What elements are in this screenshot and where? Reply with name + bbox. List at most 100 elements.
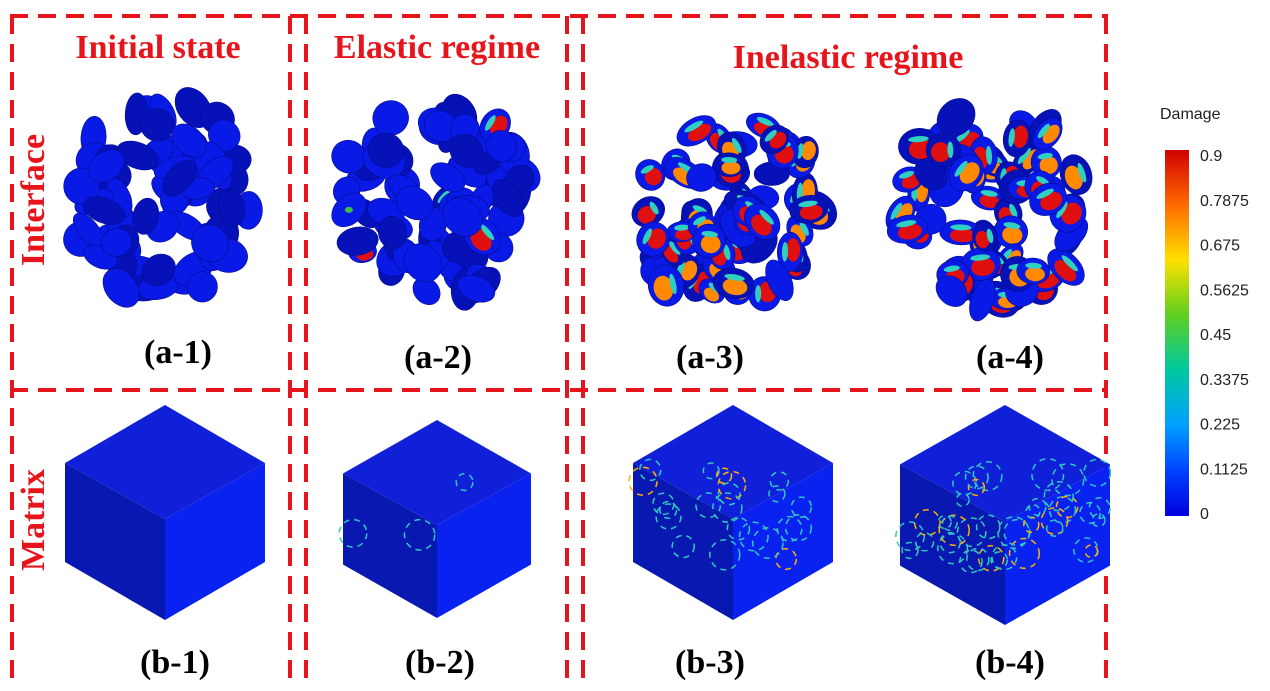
damage-edge [701, 231, 718, 238]
damage-ring [952, 470, 978, 496]
damage-spot [1012, 125, 1029, 148]
panel-label: (b-1) [140, 644, 210, 681]
row-header: Matrix [15, 469, 52, 571]
particle [686, 163, 717, 192]
damage-edge [1036, 188, 1054, 199]
particle [372, 100, 409, 136]
cube [65, 405, 265, 620]
damage-edge [755, 285, 762, 303]
particle [430, 162, 466, 193]
colorbar-tick-label: 0.3375 [1200, 372, 1249, 389]
damage-edge [950, 224, 972, 231]
damage-spot [930, 142, 951, 163]
panel-label: (a-3) [676, 339, 744, 376]
damage-spot [1025, 266, 1045, 282]
particle [186, 271, 218, 303]
damage-ring [938, 514, 970, 547]
damage-ring [895, 521, 925, 552]
damage-ring [403, 518, 436, 551]
damage-ring [914, 532, 935, 552]
damage-ring [941, 515, 958, 532]
damage-edge [986, 228, 994, 244]
particle-cluster [885, 98, 1093, 322]
damage-ring [913, 509, 941, 536]
column-header: Initial state [75, 29, 240, 66]
damage-edge [890, 202, 902, 220]
particle [162, 159, 198, 197]
damage-edge [985, 145, 993, 165]
colorbar-tick-label: 0.225 [1200, 417, 1240, 434]
renderings [63, 87, 1112, 625]
panel-label: (a-4) [976, 339, 1044, 376]
cube-left [343, 473, 437, 618]
damage-ring [956, 517, 987, 548]
damage-spot [1054, 260, 1077, 282]
particle [116, 140, 159, 171]
damage-ring [967, 478, 986, 497]
damage-edge [684, 120, 704, 133]
damage-ring [717, 470, 747, 500]
particle [191, 224, 229, 263]
damage-ring [769, 471, 790, 491]
damage-ring [1091, 513, 1106, 528]
particle-cluster [331, 93, 541, 311]
damage-spot [799, 204, 823, 220]
damage-edge [796, 143, 804, 159]
particle [141, 253, 176, 287]
damage-edge [908, 136, 929, 143]
damage-edge [1003, 222, 1021, 229]
damage-ring [726, 516, 751, 541]
damage-ring [1045, 519, 1064, 537]
damage-ring [966, 547, 990, 572]
damage-ring [671, 534, 695, 559]
damage-ring [1031, 457, 1065, 492]
panel-label: (a-1) [144, 334, 212, 371]
damage-ring [784, 514, 813, 542]
particle [171, 123, 207, 158]
damage-ring [1043, 480, 1074, 512]
damage-edge [798, 200, 818, 208]
damage-edge [954, 160, 968, 177]
damage-ring [639, 458, 662, 482]
particle [101, 227, 133, 257]
cube [895, 405, 1112, 625]
colorbar-title: Damage [1160, 106, 1221, 123]
damage-spot [637, 206, 656, 224]
particle [492, 179, 524, 217]
damage-edge [649, 201, 659, 215]
damage-ring [702, 462, 720, 480]
damage-edge [764, 129, 777, 142]
cube-right [165, 463, 265, 620]
damage-spot [975, 230, 990, 249]
damage-edge [1037, 152, 1053, 160]
cube-top [343, 420, 531, 525]
damage-spot [801, 141, 816, 161]
particle [457, 275, 496, 303]
damage-edge [898, 171, 914, 179]
damage-spot [1002, 226, 1023, 244]
damage-ring [628, 466, 658, 496]
damage-edge [480, 224, 495, 240]
damage-spot [979, 194, 1000, 208]
particle [367, 132, 405, 168]
particle [102, 268, 140, 308]
cube [628, 405, 833, 620]
damage-edge [1008, 128, 1015, 147]
damage-edge [721, 156, 738, 163]
damage-ring [776, 515, 803, 542]
damage-spot [721, 161, 741, 175]
damage-ring [955, 492, 970, 507]
cube-top [633, 405, 833, 519]
damage-spot [647, 228, 666, 249]
damage-spot [1039, 156, 1058, 175]
panel-label: (b-3) [675, 644, 745, 681]
damage-spot [901, 174, 921, 189]
cube-right [437, 473, 531, 618]
damage-ring [1025, 504, 1041, 520]
colorbar-tick-label: 0.675 [1200, 238, 1240, 255]
damage-edge [642, 228, 652, 245]
damage-spot [786, 238, 801, 262]
damage-edge [1037, 123, 1050, 139]
particle [969, 278, 996, 322]
damage-ring [712, 492, 743, 523]
